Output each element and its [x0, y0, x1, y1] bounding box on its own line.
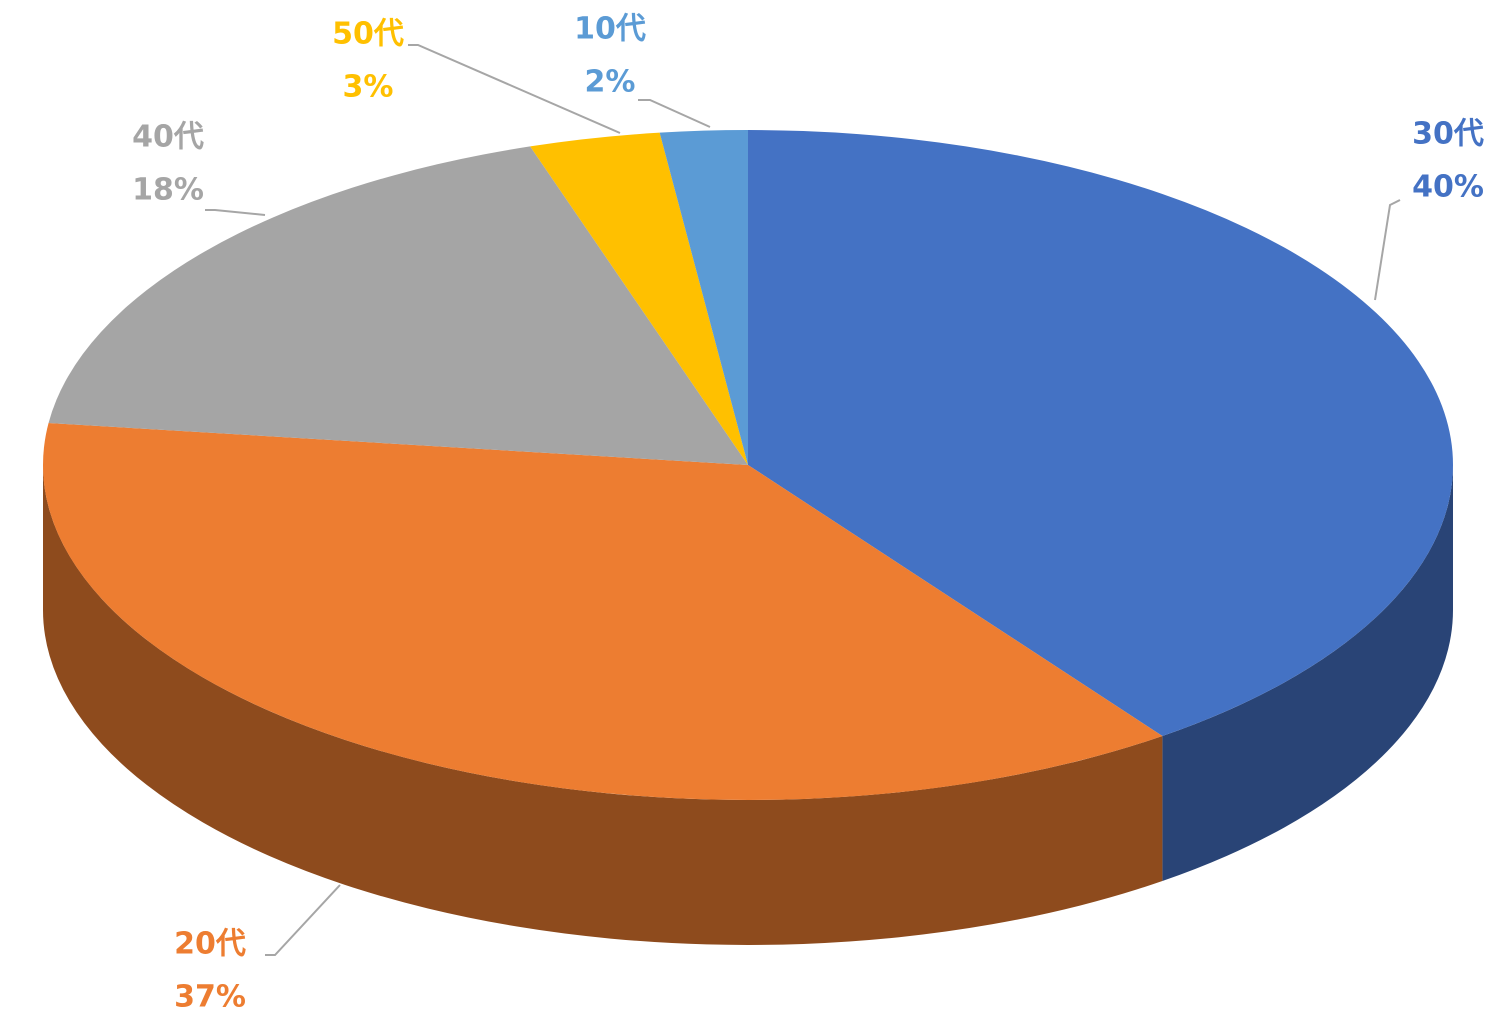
- leader-line: [1374, 199, 1401, 301]
- leader-line: [408, 44, 621, 134]
- slice-side: [43, 465, 1163, 945]
- value-label: 2%: [585, 65, 636, 100]
- leader-line: [205, 209, 266, 216]
- leader-line: [638, 99, 711, 128]
- slice: [748, 130, 1454, 737]
- value-label: 18%: [132, 173, 204, 208]
- value-label: 40%: [1412, 170, 1484, 205]
- category-label: 40代: [132, 120, 204, 155]
- category-label: 20代: [174, 927, 246, 962]
- leader-line: [265, 884, 341, 956]
- data-labels: 30代 40% 20代 37% 40代 18% 50代 3% 10代 2%: [132, 12, 1484, 1015]
- leader-lines: [205, 44, 1401, 956]
- pie: [42, 130, 1454, 945]
- slice: [530, 132, 748, 465]
- category-label: 50代: [332, 17, 404, 52]
- slice: [42, 423, 1163, 800]
- slice: [659, 130, 748, 465]
- value-label: 3%: [343, 70, 394, 105]
- slice-side: [1162, 465, 1453, 882]
- category-label: 30代: [1412, 117, 1484, 152]
- value-label: 37%: [174, 980, 246, 1015]
- category-label: 10代: [574, 12, 646, 47]
- slice: [48, 146, 748, 466]
